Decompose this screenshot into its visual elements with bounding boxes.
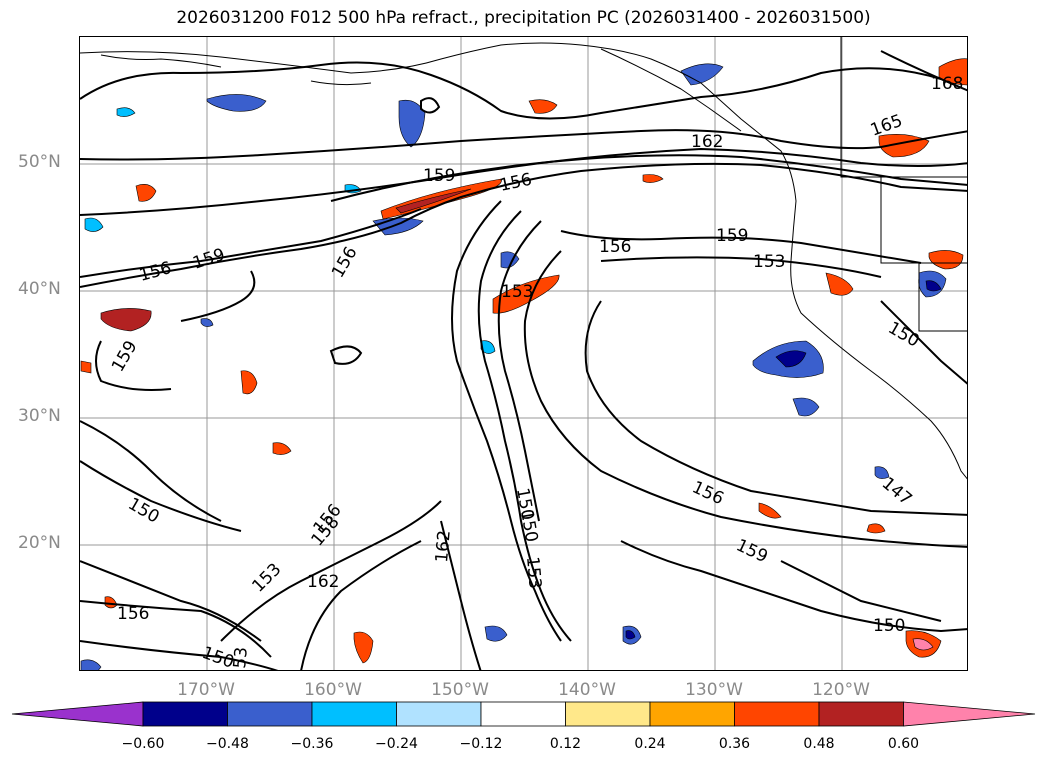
contour-label: 150 — [885, 318, 923, 352]
lon-label-130w: 130°W — [685, 680, 743, 700]
contour-label: 159 — [190, 245, 227, 274]
contour-label: 150 — [125, 494, 163, 528]
precip-shading — [80, 58, 967, 670]
contour-label: 147 — [878, 474, 916, 510]
contour-label: 162 — [432, 529, 455, 563]
contour-label: 159 — [733, 535, 771, 567]
colorbar-tick: −0.12 — [459, 736, 503, 752]
contour-label: 156 — [117, 604, 149, 624]
coastline — [80, 37, 967, 480]
colorbar-segment — [565, 701, 651, 727]
colorbar-segment — [142, 701, 228, 727]
contour-label: 162 — [307, 572, 339, 592]
contour-label: 168 — [931, 74, 963, 94]
contour-label: 156 — [328, 243, 362, 281]
colorbar-tick: −0.60 — [121, 736, 165, 752]
graticule — [80, 37, 967, 670]
contour-label: 159 — [423, 166, 455, 186]
lon-label-170w: 170°W — [177, 680, 235, 700]
lat-label-30n: 30°N — [18, 406, 61, 426]
contour-label: 156 — [689, 477, 727, 509]
contour-label: 153 — [753, 252, 785, 272]
colorbar-extension-left — [11, 701, 144, 727]
colorbar-tick: −0.36 — [290, 736, 334, 752]
colorbar — [11, 701, 1036, 727]
colorbar-tick: 0.24 — [634, 736, 666, 752]
lat-label-40n: 40°N — [18, 279, 61, 299]
refractivity-contours — [80, 50, 967, 670]
contour-label: 153 — [248, 559, 285, 596]
colorbar-segment — [649, 701, 735, 727]
colorbar-tick: −0.48 — [206, 736, 249, 752]
colorbar-segment — [734, 701, 820, 727]
contour-label: 156 — [498, 170, 534, 196]
contour-label: 53 — [230, 646, 252, 669]
lat-label-20n: 20°N — [18, 533, 61, 553]
contour-label: 159 — [716, 226, 748, 246]
colorbar-tick: 0.48 — [803, 736, 835, 752]
contour-label: 153 — [501, 282, 533, 302]
map-svg: 168 165 162 159 156 159 156 159 156 159 … — [80, 37, 967, 670]
colorbar-segment — [480, 701, 566, 727]
map-title: 2026031200 F012 500 hPa refract., precip… — [176, 8, 871, 28]
colorbar-tick: 0.36 — [718, 736, 751, 752]
colorbar-tick: 0.12 — [549, 736, 582, 752]
contour-label: 159 — [108, 337, 142, 375]
colorbar-segment — [311, 701, 397, 727]
colorbar-extension-right — [903, 701, 1036, 727]
map-panel: 168 165 162 159 156 159 156 159 156 159 … — [79, 36, 968, 671]
colorbar-segment — [227, 701, 313, 727]
colorbar-tick: 0.60 — [887, 736, 920, 752]
contour-label: 150 — [516, 508, 541, 543]
colorbar-tick: −0.24 — [375, 736, 418, 752]
contour-label: 156 — [599, 237, 631, 257]
contour-label: 156 — [137, 258, 174, 286]
lat-label-50n: 50°N — [18, 152, 61, 172]
lon-label-140w: 140°W — [558, 680, 616, 700]
colorbar-segment — [818, 701, 904, 727]
contour-label: 162 — [691, 132, 723, 152]
contour-label: 153 — [522, 556, 545, 590]
lon-label-120w: 120°W — [812, 680, 870, 700]
lon-label-150w: 150°W — [431, 680, 489, 700]
colorbar-segment — [396, 701, 482, 727]
lon-label-160w: 160°W — [304, 680, 362, 700]
contour-label: 150 — [873, 616, 905, 636]
